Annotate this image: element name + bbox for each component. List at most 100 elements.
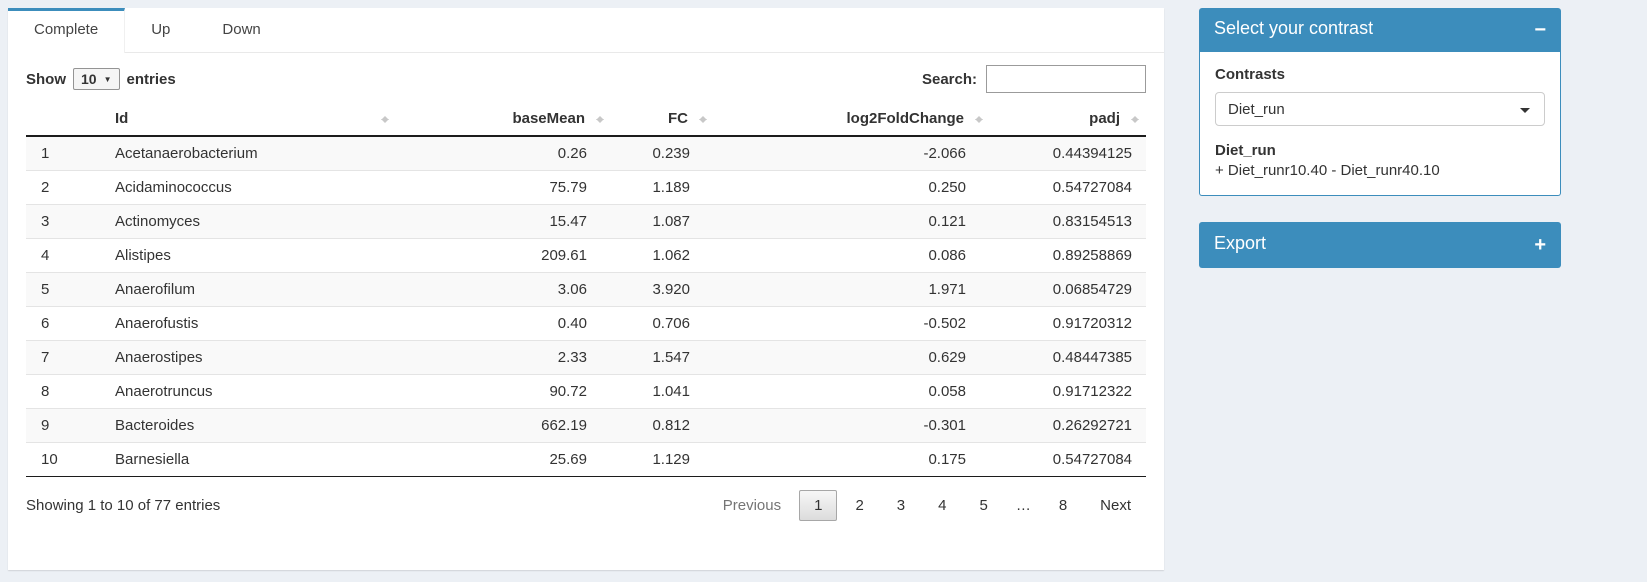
contrast-select-value: Diet_run	[1228, 100, 1285, 118]
collapse-minus-icon[interactable]: −	[1534, 19, 1546, 41]
cell-log2foldchange: 0.121	[714, 204, 990, 239]
cell-fc: 0.706	[611, 306, 714, 341]
contrast-name: Diet_run	[1215, 142, 1276, 159]
search-control: Search:	[922, 65, 1146, 93]
tab-complete[interactable]: Complete	[8, 8, 126, 53]
contrast-panel-header[interactable]: Select your contrast −	[1199, 8, 1561, 52]
sort-icon	[699, 112, 707, 127]
contrast-panel-title: Select your contrast	[1214, 18, 1374, 38]
cell-id: Barnesiella	[103, 442, 396, 477]
table-footer: Showing 1 to 10 of 77 entries Previous 1 2…	[8, 477, 1164, 521]
pagination-button-1[interactable]: 1	[799, 490, 838, 521]
row-index: 10	[26, 442, 103, 477]
sort-icon	[596, 112, 604, 127]
cell-id: Acidaminococcus	[103, 170, 396, 205]
header-log2foldchange[interactable]: log2FoldChange	[714, 104, 990, 137]
header-basemean[interactable]: baseMean	[396, 104, 611, 137]
export-panel-title: Export	[1214, 233, 1267, 253]
cell-basemean: 75.79	[396, 170, 611, 205]
cell-basemean: 15.47	[396, 204, 611, 239]
cell-id: Alistipes	[103, 238, 396, 273]
search-input[interactable]	[986, 65, 1146, 93]
sort-icon	[381, 112, 389, 127]
results-box: Complete Up Down Show 10 ▼ entries Searc…	[8, 8, 1164, 570]
tab-up[interactable]: Up	[151, 21, 171, 38]
cell-padj: 0.06854729	[990, 272, 1146, 307]
cell-padj: 0.26292721	[990, 408, 1146, 443]
cell-id: Anaerofilum	[103, 272, 396, 307]
cell-log2foldchange: 0.250	[714, 170, 990, 205]
header-fc[interactable]: FC	[611, 104, 714, 137]
pagination-button-3[interactable]: 3	[896, 497, 906, 514]
pagination-button-2[interactable]: 2	[855, 497, 864, 514]
cell-basemean: 25.69	[396, 442, 611, 477]
row-index: 4	[26, 238, 103, 273]
cell-log2foldchange: 1.971	[714, 272, 990, 307]
table-row: 4 Alistipes 209.61 1.062 0.086 0.89258869	[26, 238, 1146, 273]
row-index: 8	[26, 374, 103, 409]
row-index: 9	[26, 408, 103, 443]
expand-plus-icon[interactable]: +	[1534, 234, 1546, 256]
export-panel-header[interactable]: Export +	[1199, 222, 1561, 268]
row-index: 1	[41, 145, 50, 162]
tab-bar: Complete Up Down	[8, 8, 1164, 53]
cell-padj: 0.91720312	[990, 306, 1146, 341]
header-id[interactable]: Id	[103, 104, 396, 137]
pagination-ellipsis: …	[1015, 497, 1031, 514]
table-row: 3 Actinomyces 15.47 1.087 0.121 0.83154513	[26, 204, 1146, 239]
results-table: Id baseMean FC log2FoldChange padj	[26, 104, 1146, 477]
caret-down-icon: ▼	[103, 74, 112, 84]
cell-fc: 0.812	[611, 408, 714, 443]
cell-fc: 3.920	[611, 272, 714, 307]
cell-basemean: 0.26	[557, 145, 587, 162]
cell-log2foldchange: 0.175	[714, 442, 990, 477]
table-info: Showing 1 to 10 of 77 entries	[26, 497, 221, 514]
cell-basemean: 2.33	[396, 340, 611, 375]
cell-padj: 0.91712322	[990, 374, 1146, 409]
cell-log2foldchange: 0.058	[714, 374, 990, 409]
show-label: Show	[26, 70, 66, 88]
pagination-button-5[interactable]: 5	[979, 497, 988, 514]
cell-padj: 0.48447385	[990, 340, 1146, 375]
cell-log2foldchange: -2.066	[923, 145, 966, 162]
entries-label: entries	[126, 70, 176, 88]
cell-id: Anaerostipes	[103, 340, 396, 375]
sort-icon	[975, 112, 983, 127]
cell-padj: 0.89258869	[990, 238, 1146, 273]
export-panel: Export +	[1199, 222, 1561, 268]
cell-log2foldchange: -0.301	[714, 408, 990, 443]
cell-id: Bacteroides	[103, 408, 396, 443]
table-row: 5 Anaerofilum 3.06 3.920 1.971 0.06854729	[26, 272, 1146, 307]
cell-basemean: 90.72	[396, 374, 611, 409]
contrast-select[interactable]: Diet_run	[1215, 92, 1545, 126]
row-index: 5	[26, 272, 103, 307]
sort-icon	[1131, 112, 1139, 127]
pagination-button-previous[interactable]: Previous	[722, 497, 782, 514]
table-controls: Show 10 ▼ entries Search:	[8, 53, 1164, 102]
search-label: Search:	[921, 70, 977, 88]
cell-padj: 0.54727084	[990, 442, 1146, 477]
cell-basemean: 209.61	[396, 238, 611, 273]
row-index: 2	[26, 170, 103, 205]
cell-log2foldchange: 0.629	[714, 340, 990, 375]
pagination-button-8[interactable]: 8	[1058, 497, 1068, 514]
page-length-value: 10	[81, 71, 97, 87]
cell-log2foldchange: 0.086	[714, 238, 990, 273]
contrast-formula: + Diet_runr10.40 - Diet_runr40.10	[1215, 162, 1440, 179]
tab-down[interactable]: Down	[222, 21, 261, 38]
cell-padj: 0.44394125	[1052, 145, 1132, 162]
cell-fc: 1.547	[611, 340, 714, 375]
row-index: 3	[26, 204, 103, 239]
cell-fc: 1.087	[611, 204, 714, 239]
page-length-select[interactable]: 10 ▼	[73, 68, 120, 90]
pagination-button-next[interactable]: Next	[1100, 497, 1131, 514]
cell-fc: 1.041	[611, 374, 714, 409]
cell-basemean: 0.40	[396, 306, 611, 341]
cell-log2foldchange: -0.502	[714, 306, 990, 341]
table-row: 6 Anaerofustis 0.40 0.706 -0.502 0.91720312	[26, 306, 1146, 341]
table-body: 1 Acetanaerobacterium 0.26 0.239 -2.066 0.443…	[26, 136, 1146, 477]
pagination-button-4[interactable]: 4	[938, 497, 947, 514]
table-row: 2 Acidaminococcus 75.79 1.189 0.250 0.5472708…	[26, 170, 1146, 205]
cell-fc: 1.189	[611, 170, 714, 205]
header-padj[interactable]: padj	[990, 104, 1146, 137]
